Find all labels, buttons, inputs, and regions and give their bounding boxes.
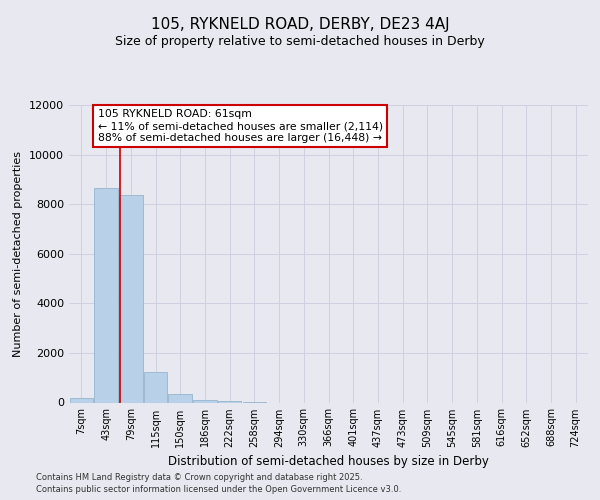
- Bar: [94, 188, 118, 402]
- Text: Contains public sector information licensed under the Open Government Licence v3: Contains public sector information licen…: [36, 485, 401, 494]
- Text: 105 RYKNELD ROAD: 61sqm
← 11% of semi-detached houses are smaller (2,114)
88% of: 105 RYKNELD ROAD: 61sqm ← 11% of semi-de…: [98, 110, 383, 142]
- Bar: [144, 372, 167, 402]
- Bar: [119, 196, 143, 402]
- X-axis label: Distribution of semi-detached houses by size in Derby: Distribution of semi-detached houses by …: [168, 455, 489, 468]
- Bar: [193, 400, 217, 402]
- Y-axis label: Number of semi-detached properties: Number of semi-detached properties: [13, 151, 23, 357]
- Text: 105, RYKNELD ROAD, DERBY, DE23 4AJ: 105, RYKNELD ROAD, DERBY, DE23 4AJ: [151, 18, 449, 32]
- Bar: [169, 394, 192, 402]
- Text: Size of property relative to semi-detached houses in Derby: Size of property relative to semi-detach…: [115, 35, 485, 48]
- Bar: [70, 398, 93, 402]
- Text: Contains HM Land Registry data © Crown copyright and database right 2025.: Contains HM Land Registry data © Crown c…: [36, 472, 362, 482]
